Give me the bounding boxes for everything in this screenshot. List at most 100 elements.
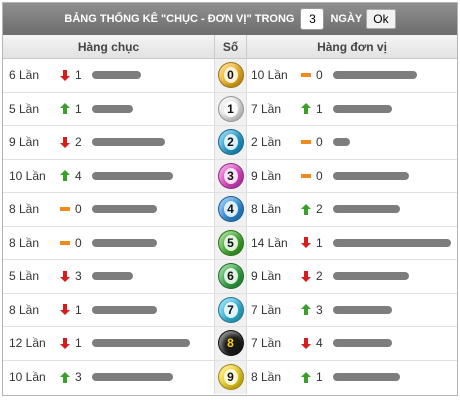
column-header: Hàng chục Số Hàng đơn vị xyxy=(3,35,457,59)
units-delta: 4 xyxy=(316,336,323,351)
dash-icon xyxy=(299,73,313,78)
tens-count: 12 Lần xyxy=(9,336,46,351)
units-cell: 10 Lần 0 xyxy=(247,59,457,92)
digit-label: 9 xyxy=(223,369,238,386)
units-frequency-bar xyxy=(333,171,409,180)
tens-delta: 3 xyxy=(75,269,82,284)
up-arrow-icon xyxy=(58,170,72,182)
units-frequency-bar xyxy=(333,138,350,147)
tens-count: 9 Lần xyxy=(9,135,40,150)
digit-ball-icon: 0 xyxy=(217,62,244,89)
tens-count: 10 Lần xyxy=(9,370,46,385)
digit-cell: 3 xyxy=(214,159,247,192)
table-row: 6 Lần 1 0 10 Lần 0 xyxy=(3,59,457,93)
digit-label: 6 xyxy=(223,268,238,285)
digit-ball-icon: 4 xyxy=(217,196,244,223)
units-cell: 8 Lần 2 xyxy=(247,193,457,226)
digit-label: 2 xyxy=(223,134,238,151)
units-count: 8 Lần xyxy=(251,202,282,217)
units-count: 14 Lần xyxy=(251,235,288,250)
units-frequency-bar xyxy=(333,71,417,80)
dash-icon xyxy=(58,240,72,245)
down-arrow-icon xyxy=(299,237,313,249)
units-count: 9 Lần xyxy=(251,168,282,183)
units-count: 8 Lần xyxy=(251,370,282,385)
digit-cell: 7 xyxy=(214,293,247,326)
dash-icon xyxy=(299,173,313,178)
tens-count: 10 Lần xyxy=(9,168,46,183)
dash-icon xyxy=(58,207,72,212)
units-column-header: Hàng đơn vị xyxy=(317,39,387,54)
ok-button[interactable]: Ok xyxy=(366,9,396,29)
units-delta: 0 xyxy=(316,135,323,150)
tens-cell: 5 Lần 3 xyxy=(3,260,214,293)
units-frequency-bar xyxy=(333,104,392,113)
tens-count: 5 Lần xyxy=(9,269,40,284)
table-row: 8 Lần 1 7 7 Lần 3 xyxy=(3,293,457,327)
down-arrow-icon xyxy=(58,270,72,282)
digit-ball-icon: 5 xyxy=(217,229,244,256)
tens-delta: 2 xyxy=(75,135,82,150)
title-bar: BẢNG THỐNG KÊ "CHỤC - ĐƠN VỊ" TRONG NGÀY… xyxy=(3,3,457,35)
panel-title: BẢNG THỐNG KÊ "CHỤC - ĐƠN VỊ" TRONG xyxy=(64,13,295,25)
up-arrow-icon xyxy=(58,103,72,115)
units-cell: 8 Lần 1 xyxy=(247,361,457,395)
tens-count: 8 Lần xyxy=(9,202,40,217)
down-arrow-icon xyxy=(58,304,72,316)
units-count: 10 Lần xyxy=(251,68,288,83)
tens-cell: 5 Lần 1 xyxy=(3,93,214,126)
stats-rows: 6 Lần 1 0 10 Lần 0 5 Lần 1 1 7 Lần 1 9 Lần 2 2 2 Lần 0… xyxy=(3,59,457,394)
table-row: 8 Lần 0 5 14 Lần 1 xyxy=(3,226,457,260)
down-arrow-icon xyxy=(58,136,72,148)
units-cell: 2 Lần 0 xyxy=(247,126,457,159)
digit-label: 4 xyxy=(223,201,238,218)
tens-frequency-bar xyxy=(92,305,157,314)
up-arrow-icon xyxy=(299,103,313,115)
units-count: 9 Lần xyxy=(251,269,282,284)
units-cell: 14 Lần 1 xyxy=(247,227,457,260)
tens-delta: 0 xyxy=(75,235,82,250)
units-count: 7 Lần xyxy=(251,101,282,116)
digit-label: 5 xyxy=(223,234,238,251)
tens-delta: 3 xyxy=(75,370,82,385)
tens-frequency-bar xyxy=(92,71,141,80)
tens-frequency-bar xyxy=(92,373,173,382)
units-count: 2 Lần xyxy=(251,135,282,150)
up-arrow-icon xyxy=(299,203,313,215)
units-count: 7 Lần xyxy=(251,336,282,351)
digit-cell: 1 xyxy=(214,92,247,125)
tens-count: 5 Lần xyxy=(9,101,40,116)
digit-ball-icon: 8 xyxy=(217,330,244,357)
units-frequency-bar xyxy=(333,373,400,382)
units-cell: 9 Lần 0 xyxy=(247,160,457,193)
tens-frequency-bar xyxy=(92,138,165,147)
down-arrow-icon xyxy=(299,337,313,349)
down-arrow-icon xyxy=(58,337,72,349)
dash-icon xyxy=(299,140,313,145)
days-input[interactable] xyxy=(300,8,325,30)
digit-label: 3 xyxy=(223,167,238,184)
table-row: 5 Lần 3 6 9 Lần 2 xyxy=(3,260,457,294)
tens-count: 8 Lần xyxy=(9,235,40,250)
down-arrow-icon xyxy=(58,69,72,81)
tens-frequency-bar xyxy=(92,272,133,281)
tens-cell: 10 Lần 4 xyxy=(3,160,214,193)
down-arrow-icon xyxy=(299,270,313,282)
units-delta: 1 xyxy=(316,235,323,250)
tens-count: 6 Lần xyxy=(9,68,40,83)
digit-label: 7 xyxy=(223,301,238,318)
tens-cell: 9 Lần 2 xyxy=(3,126,214,159)
tens-delta: 1 xyxy=(75,68,82,83)
digit-ball-icon: 6 xyxy=(217,263,244,290)
units-delta: 0 xyxy=(316,168,323,183)
digit-ball-icon: 9 xyxy=(217,364,244,391)
tens-cell: 8 Lần 1 xyxy=(3,294,214,327)
tens-frequency-bar xyxy=(92,339,190,348)
tens-frequency-bar xyxy=(92,104,133,113)
digit-column-header: Số xyxy=(214,35,247,58)
units-delta: 2 xyxy=(316,269,323,284)
up-arrow-icon xyxy=(58,371,72,383)
table-row: 12 Lần 1 8 7 Lần 4 xyxy=(3,327,457,361)
tens-cell: 12 Lần 1 xyxy=(3,327,214,360)
digit-ball-icon: 1 xyxy=(217,95,244,122)
